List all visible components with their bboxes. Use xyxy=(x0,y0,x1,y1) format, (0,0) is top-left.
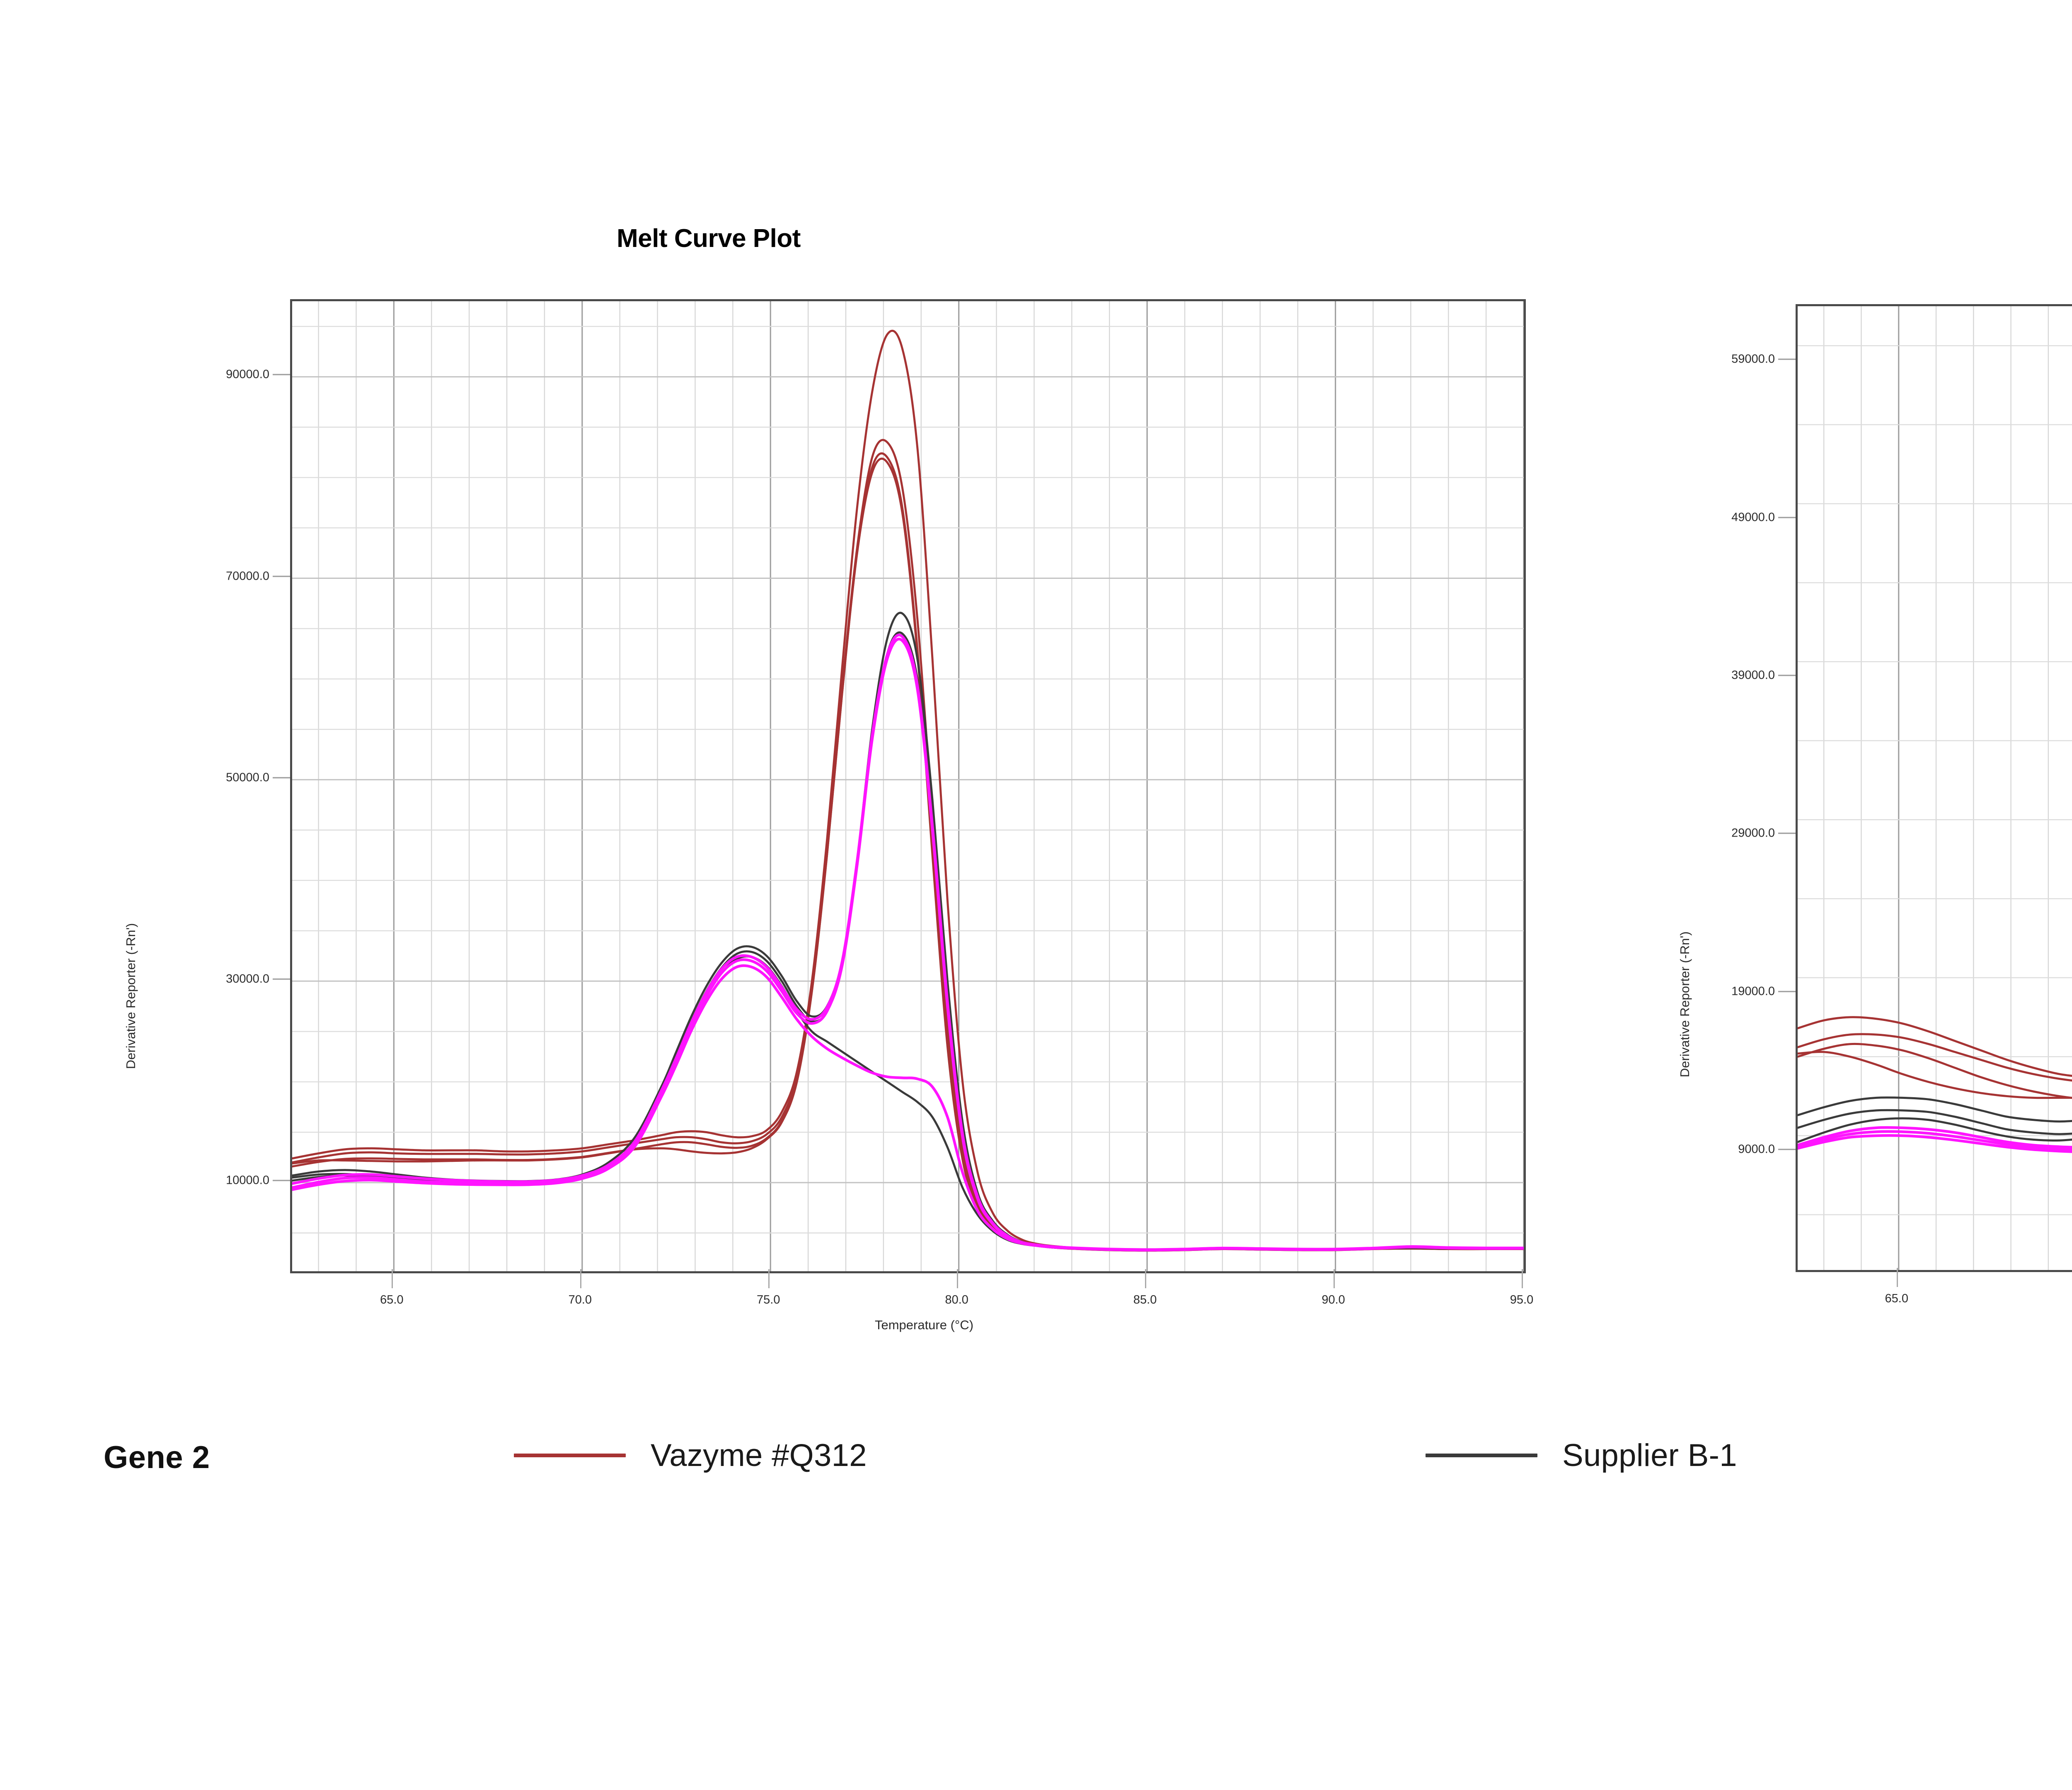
curves-left xyxy=(292,329,1524,1252)
curve-supplier-b-1 xyxy=(1798,1096,2072,1123)
y-tick-mark xyxy=(1778,991,1796,992)
x-tick-mark xyxy=(392,1269,393,1288)
y-tick-mark xyxy=(1778,358,1796,360)
x-tick-mark xyxy=(1145,1269,1147,1288)
curve-supplier-b-1 xyxy=(292,955,1524,1251)
legend-group-title: Gene 2 xyxy=(104,1440,210,1475)
x-tick-mark xyxy=(956,1269,958,1288)
legend-item-vazyme: Vazyme #Q312 xyxy=(514,1434,867,1476)
y-tick-label: 50000.0 xyxy=(226,771,269,784)
y-tick-label: 29000.0 xyxy=(1731,826,1775,840)
y-tick-label: 49000.0 xyxy=(1731,510,1775,524)
curve-supplier-b-2 xyxy=(1798,1126,2072,1149)
curve-vazyme-q312 xyxy=(1798,1033,2072,1082)
curve-vazyme-q312 xyxy=(1798,1051,2072,1099)
y-tick-label: 70000.0 xyxy=(226,569,269,583)
y-tick-label: 10000.0 xyxy=(226,1173,269,1187)
x-tick-label: 70.0 xyxy=(568,1293,592,1306)
y-axis-title-left: Derivative Reporter (-Rn') xyxy=(123,923,138,1069)
y-tick-mark xyxy=(273,576,290,577)
legend-label-vazyme: Vazyme #Q312 xyxy=(651,1437,867,1473)
x-axis-title-right: Temperature (°C) xyxy=(1804,1318,2072,1333)
legend-label-supplier-b1: Supplier B-1 xyxy=(1562,1437,1737,1473)
y-tick-label: 19000.0 xyxy=(1731,984,1775,998)
y-tick-mark xyxy=(1778,1149,1796,1150)
y-tick-mark xyxy=(273,374,290,375)
y-axis-title-right: Derivative Reporter (-Rn') xyxy=(1677,931,1692,1077)
x-tick-mark xyxy=(1522,1269,1523,1288)
x-tick-label: 85.0 xyxy=(1133,1293,1157,1306)
curve-vazyme-q312 xyxy=(1798,1043,2072,1099)
curve-supplier-b-1 xyxy=(1798,1109,2072,1135)
figure-legend: Gene 2 Vazyme #Q312 Supplier B-1 Supplie… xyxy=(0,1425,2072,1517)
x-tick-label: 90.0 xyxy=(1322,1293,1345,1306)
y-tick-mark xyxy=(1778,517,1796,518)
x-tick-mark xyxy=(580,1269,581,1288)
y-tick-mark xyxy=(273,978,290,980)
curve-vazyme-q312 xyxy=(292,329,1524,1251)
plot-area-right xyxy=(1796,304,2072,1272)
grid-left xyxy=(292,301,1524,1271)
curves-right xyxy=(1798,1016,2072,1153)
x-tick-mark xyxy=(768,1269,770,1288)
curve-vazyme-q312 xyxy=(292,457,1524,1252)
x-tick-label: 95.0 xyxy=(1510,1293,1534,1306)
y-tick-mark xyxy=(273,1180,290,1181)
chart-panel-left: Melt Curve Plot Derivative Reporter (-Rn… xyxy=(75,199,1575,1392)
legend-swatch-line-icon xyxy=(1426,1453,1537,1457)
plot-area-left xyxy=(290,299,1526,1273)
legend-swatch-line-icon xyxy=(514,1453,626,1457)
curve-supplier-b-2 xyxy=(292,638,1524,1251)
y-tick-mark xyxy=(1778,675,1796,676)
curve-supplier-b-1 xyxy=(292,631,1524,1251)
y-tick-mark xyxy=(1778,832,1796,834)
y-tick-label: 90000.0 xyxy=(226,368,269,381)
y-tick-label: 30000.0 xyxy=(226,972,269,986)
chart-panel-right: Melt Curve Plot Derivative Reporter (-Rn… xyxy=(1616,199,2072,1392)
x-tick-mark xyxy=(1896,1268,1898,1287)
x-tick-label: 80.0 xyxy=(945,1293,968,1306)
curve-supplier-b-1 xyxy=(1798,1117,2072,1143)
x-tick-label: 75.0 xyxy=(757,1293,780,1306)
x-tick-mark xyxy=(1333,1269,1335,1288)
y-tick-mark xyxy=(273,777,290,779)
curve-supplier-b-2 xyxy=(292,634,1524,1251)
curve-supplier-b-2 xyxy=(1798,1130,2072,1151)
x-tick-label: 65.0 xyxy=(1885,1292,1908,1305)
legend-item-supplier-b1: Supplier B-1 xyxy=(1426,1434,1737,1476)
x-tick-label: 65.0 xyxy=(380,1293,404,1306)
chart-title-right: Melt Curve Plot xyxy=(1666,228,2072,257)
chart-title-left: Melt Curve Plot xyxy=(617,224,801,253)
x-axis-title-left: Temperature (°C) xyxy=(874,1318,974,1332)
curve-vazyme-q312 xyxy=(292,452,1524,1252)
curve-supplier-b-2 xyxy=(292,964,1524,1252)
y-tick-label: 59000.0 xyxy=(1731,352,1775,366)
y-tick-label: 9000.0 xyxy=(1738,1142,1775,1156)
y-tick-label: 39000.0 xyxy=(1731,668,1775,682)
curve-vazyme-q312 xyxy=(1798,1016,2072,1077)
curve-supplier-b-2 xyxy=(1798,1134,2072,1153)
